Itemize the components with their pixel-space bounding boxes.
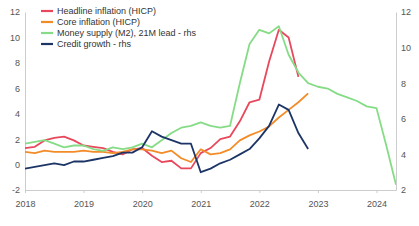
tick-label: 2 (401, 185, 406, 195)
tick-label: 10 (10, 33, 20, 43)
tick-label: 12 (401, 7, 411, 17)
tick: 12 (10, 7, 25, 17)
tick-label: 0 (15, 160, 20, 170)
tick: 6 (15, 84, 25, 94)
tick: 2020 (133, 190, 153, 209)
axis-line (25, 13, 26, 191)
tick-label: 8 (15, 58, 20, 68)
tick-label: 2022 (250, 199, 270, 209)
tick-mark (142, 190, 143, 193)
tick: 2023 (308, 190, 328, 209)
y-axis: -2 0 2 4 6 8 10 12 (10, 7, 26, 195)
tick-label: 6 (15, 84, 20, 94)
legend-label: Headline inflation (HICP) (57, 6, 156, 16)
tick-label: 2020 (133, 199, 153, 209)
tick-label: 2024 (367, 199, 387, 209)
tick-mark (201, 190, 202, 193)
tick-label: 2 (15, 135, 20, 145)
tick: 2021 (191, 190, 211, 209)
legend-swatch (41, 21, 53, 23)
series-line (25, 93, 308, 162)
tick: 4 (396, 150, 406, 160)
tick-label: -2 (12, 185, 20, 195)
tick-mark (318, 190, 319, 193)
axis-line (396, 13, 397, 191)
tick: 2022 (250, 190, 270, 209)
tick-label: 2019 (74, 199, 94, 209)
tick-label: 6 (401, 114, 406, 124)
lines (25, 26, 396, 184)
tick: 10 (10, 33, 25, 43)
legend-label: Core inflation (HICP) (57, 17, 140, 27)
legend-label: Credit growth - rhs (57, 39, 132, 49)
legend: Headline inflation (HICP)Core inflation … (41, 6, 197, 49)
tick: 2 (396, 185, 406, 195)
legend-label: Money supply (M2), 21M lead - rhs (57, 28, 197, 38)
legend-swatch (41, 43, 53, 45)
tick: -2 (12, 185, 25, 195)
tick-label: 10 (401, 43, 411, 53)
x-axis: 2018 2019 2020 2021 2022 2023 2024 (15, 190, 396, 209)
tick-label: 4 (15, 109, 20, 119)
legend-swatch (41, 10, 53, 12)
tick: 8 (396, 79, 406, 89)
tick-mark (84, 190, 85, 193)
tick: 6 (396, 114, 406, 124)
tick-label: 2023 (308, 199, 328, 209)
tick-label: 4 (401, 150, 406, 160)
tick-label: 12 (10, 7, 20, 17)
tick-label: 8 (401, 79, 406, 89)
legend-swatch (41, 32, 53, 34)
chart: 2018201920202021202220232024-20246810122… (0, 0, 419, 226)
tick: 10 (396, 43, 411, 53)
tick-label: 2018 (15, 199, 35, 209)
tick: 2019 (74, 190, 94, 209)
tick-mark (259, 190, 260, 193)
series-line (25, 26, 396, 184)
tick: 8 (15, 58, 25, 68)
y2-axis: 2 4 6 8 10 12 (396, 7, 411, 195)
tick: 0 (15, 160, 25, 170)
axis-line (26, 190, 397, 191)
tick: 2 (15, 135, 25, 145)
tick: 12 (396, 7, 411, 17)
tick-mark (376, 190, 377, 193)
series-line (25, 105, 308, 173)
tick: 2024 (367, 190, 387, 209)
tick-label: 2021 (191, 199, 211, 209)
tick: 4 (15, 109, 25, 119)
